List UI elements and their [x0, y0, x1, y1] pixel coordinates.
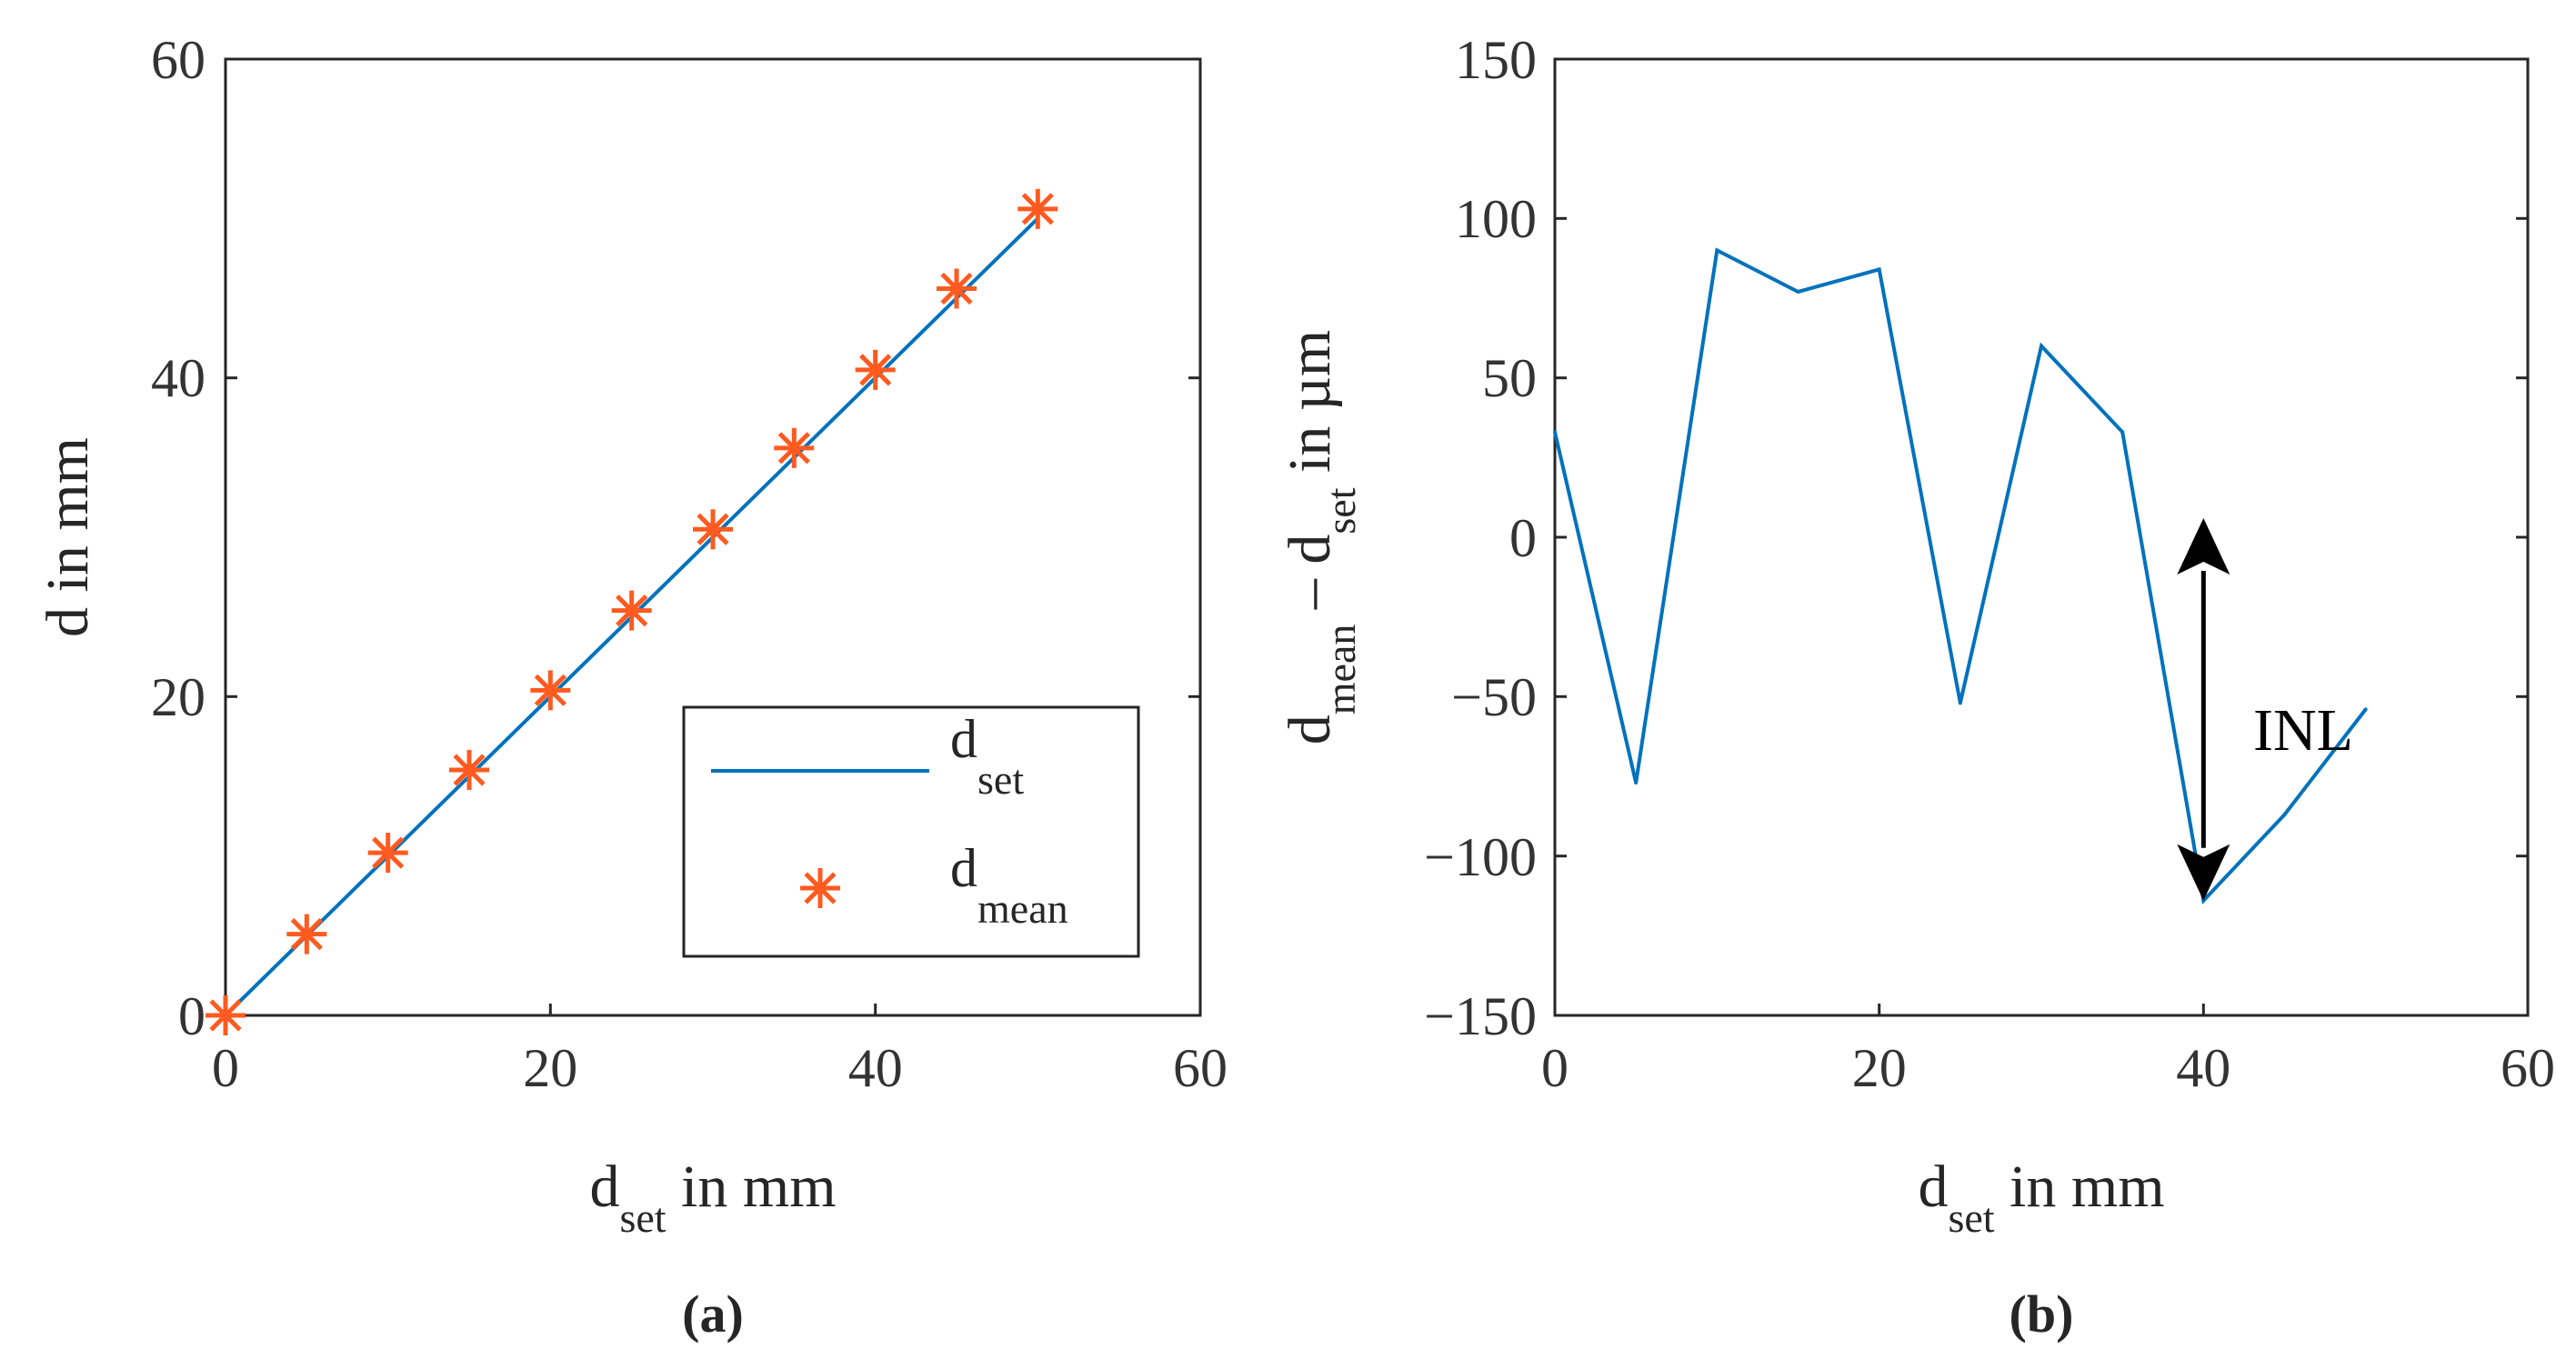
asterisk-stroke: [697, 513, 729, 545]
legend-dmean-main: d: [950, 838, 977, 898]
chart-a-xlabel-rest: in mm: [667, 1154, 837, 1220]
asterisk-stroke: [372, 836, 405, 869]
point-dmean: [937, 268, 977, 309]
asterisk-stroke: [616, 595, 648, 627]
chart-b-series: [1553, 247, 2368, 905]
chart-b-ytick-label: −100: [1424, 827, 1537, 887]
chart-b-ylabel-unit: in µm: [1277, 330, 1343, 488]
point-dmean: [367, 833, 408, 874]
chart-b-ylabel-sub1: mean: [1318, 625, 1364, 715]
legend-dset-label: dset: [950, 709, 1024, 803]
chart-b-xtick-label: 20: [1852, 1038, 1907, 1098]
chart-b-y-ticks: −150 −100 −50 0 50 100 150: [1424, 30, 2528, 1046]
deviation-point: [1553, 430, 1557, 435]
point-dmean: [693, 509, 733, 550]
chart-b-x-ticks: 0 20 40 60: [1541, 1004, 2555, 1098]
chart-b-xlabel: dset in mm: [1918, 1154, 2164, 1241]
inl-arrow-head-up: [2177, 517, 2230, 575]
legend-dmean-sub: mean: [977, 885, 1068, 932]
chart-b-ylabel-minus-d: – d: [1277, 535, 1343, 625]
chart-a-xlabel: dset in mm: [589, 1154, 836, 1241]
point-dmean: [855, 349, 896, 390]
chart-a-xtick-label: 20: [523, 1038, 577, 1098]
deviation-point: [2040, 344, 2043, 348]
chart-a-xtick-label: 40: [848, 1038, 903, 1098]
chart-a-ylabel: d in mm: [35, 437, 101, 637]
inl-label: INL: [2253, 697, 2353, 764]
inl-arrow-head-down: [2177, 844, 2230, 901]
chart-a-legend: dset dmean: [682, 705, 1140, 958]
chart-b-xlabel-sub: set: [1948, 1194, 1994, 1241]
deviation-point: [1796, 289, 1800, 294]
chart-b-ylabel-sub2: set: [1318, 487, 1364, 534]
deviation-point: [2363, 707, 2368, 712]
deviation-point: [2120, 430, 2125, 435]
legend-asterisk: [800, 868, 840, 908]
legend-dset-sub: set: [977, 756, 1024, 803]
point-dmean: [286, 914, 327, 954]
chart-b-xtick-label: 0: [1541, 1038, 1569, 1098]
deviation-point: [1877, 267, 1881, 272]
asterisk-stroke: [1021, 193, 1054, 225]
chart-b: 0 20 40 60 −150 −100 −50 0 50 100 150: [1277, 30, 2555, 1344]
chart-b-xtick-label: 60: [2501, 1038, 2555, 1098]
asterisk-stroke: [804, 872, 837, 904]
chart-a-series: [205, 188, 1058, 1035]
asterisk-stroke: [859, 354, 892, 386]
asterisk-stroke: [534, 674, 566, 706]
chart-b-ytick-label: −150: [1424, 986, 1537, 1046]
legend-dset-main: d: [950, 709, 977, 769]
asterisk-stroke: [209, 999, 242, 1032]
chart-b-ytick-label: −50: [1451, 667, 1537, 727]
chart-b-ylabel-d1: d: [1277, 714, 1343, 744]
chart-a-ytick-label: 40: [151, 348, 205, 408]
asterisk-stroke: [777, 432, 810, 465]
deviation-point: [1634, 781, 1639, 785]
chart-a-ytick-label: 20: [151, 667, 205, 727]
deviation-point: [1715, 248, 1719, 253]
legend-dmean-label: dmean: [950, 838, 1068, 932]
asterisk-stroke: [453, 754, 486, 786]
chart-b-ytick-label: 100: [1455, 189, 1537, 249]
chart-b-plot-area: [1553, 57, 2530, 1017]
chart-a-xtick-label: 60: [1173, 1038, 1228, 1098]
point-dmean: [449, 749, 489, 790]
chart-a-x-ticks: 0 20 40 60: [212, 1004, 1228, 1098]
chart-a-xlabel-sub: set: [619, 1194, 666, 1241]
chart-b-panel-label: (b): [2010, 1284, 2074, 1344]
chart-b-ylabel: dmean – dset in µm: [1277, 330, 1364, 744]
deviation-point: [1958, 701, 1962, 705]
legend-asterisk-marker: [800, 868, 840, 908]
chart-a-y-ticks: 0 20 40 60: [151, 30, 1200, 1046]
chart-a-xlabel-main: d: [589, 1154, 619, 1220]
chart-b-xlabel-main: d: [1918, 1154, 1948, 1220]
chart-a: 0 20 40 60 0 20 40 60 dset dmean dset: [35, 30, 1228, 1344]
point-dmean: [205, 995, 246, 1035]
chart-a-xtick-label: 0: [212, 1038, 239, 1098]
chart-b-inl-annotation: [2177, 517, 2230, 901]
chart-b-xlabel-rest: in mm: [1995, 1154, 2165, 1220]
chart-b-ytick-label: 0: [1509, 508, 1537, 568]
point-dmean: [611, 590, 652, 631]
chart-b-ytick-label: 150: [1455, 30, 1537, 90]
deviation-point: [2282, 813, 2287, 817]
chart-a-panel-label: (a): [682, 1284, 744, 1344]
asterisk-stroke: [940, 272, 973, 305]
point-dmean: [530, 670, 571, 711]
chart-a-ytick-label: 60: [151, 30, 205, 90]
point-dmean: [774, 427, 815, 468]
chart-a-ytick-label: 0: [178, 986, 205, 1046]
chart-b-xtick-label: 40: [2176, 1038, 2230, 1098]
asterisk-stroke: [290, 917, 323, 951]
legend-box: [682, 705, 1140, 958]
point-dmean: [1017, 188, 1058, 229]
chart-b-ytick-label: 50: [1482, 348, 1537, 408]
